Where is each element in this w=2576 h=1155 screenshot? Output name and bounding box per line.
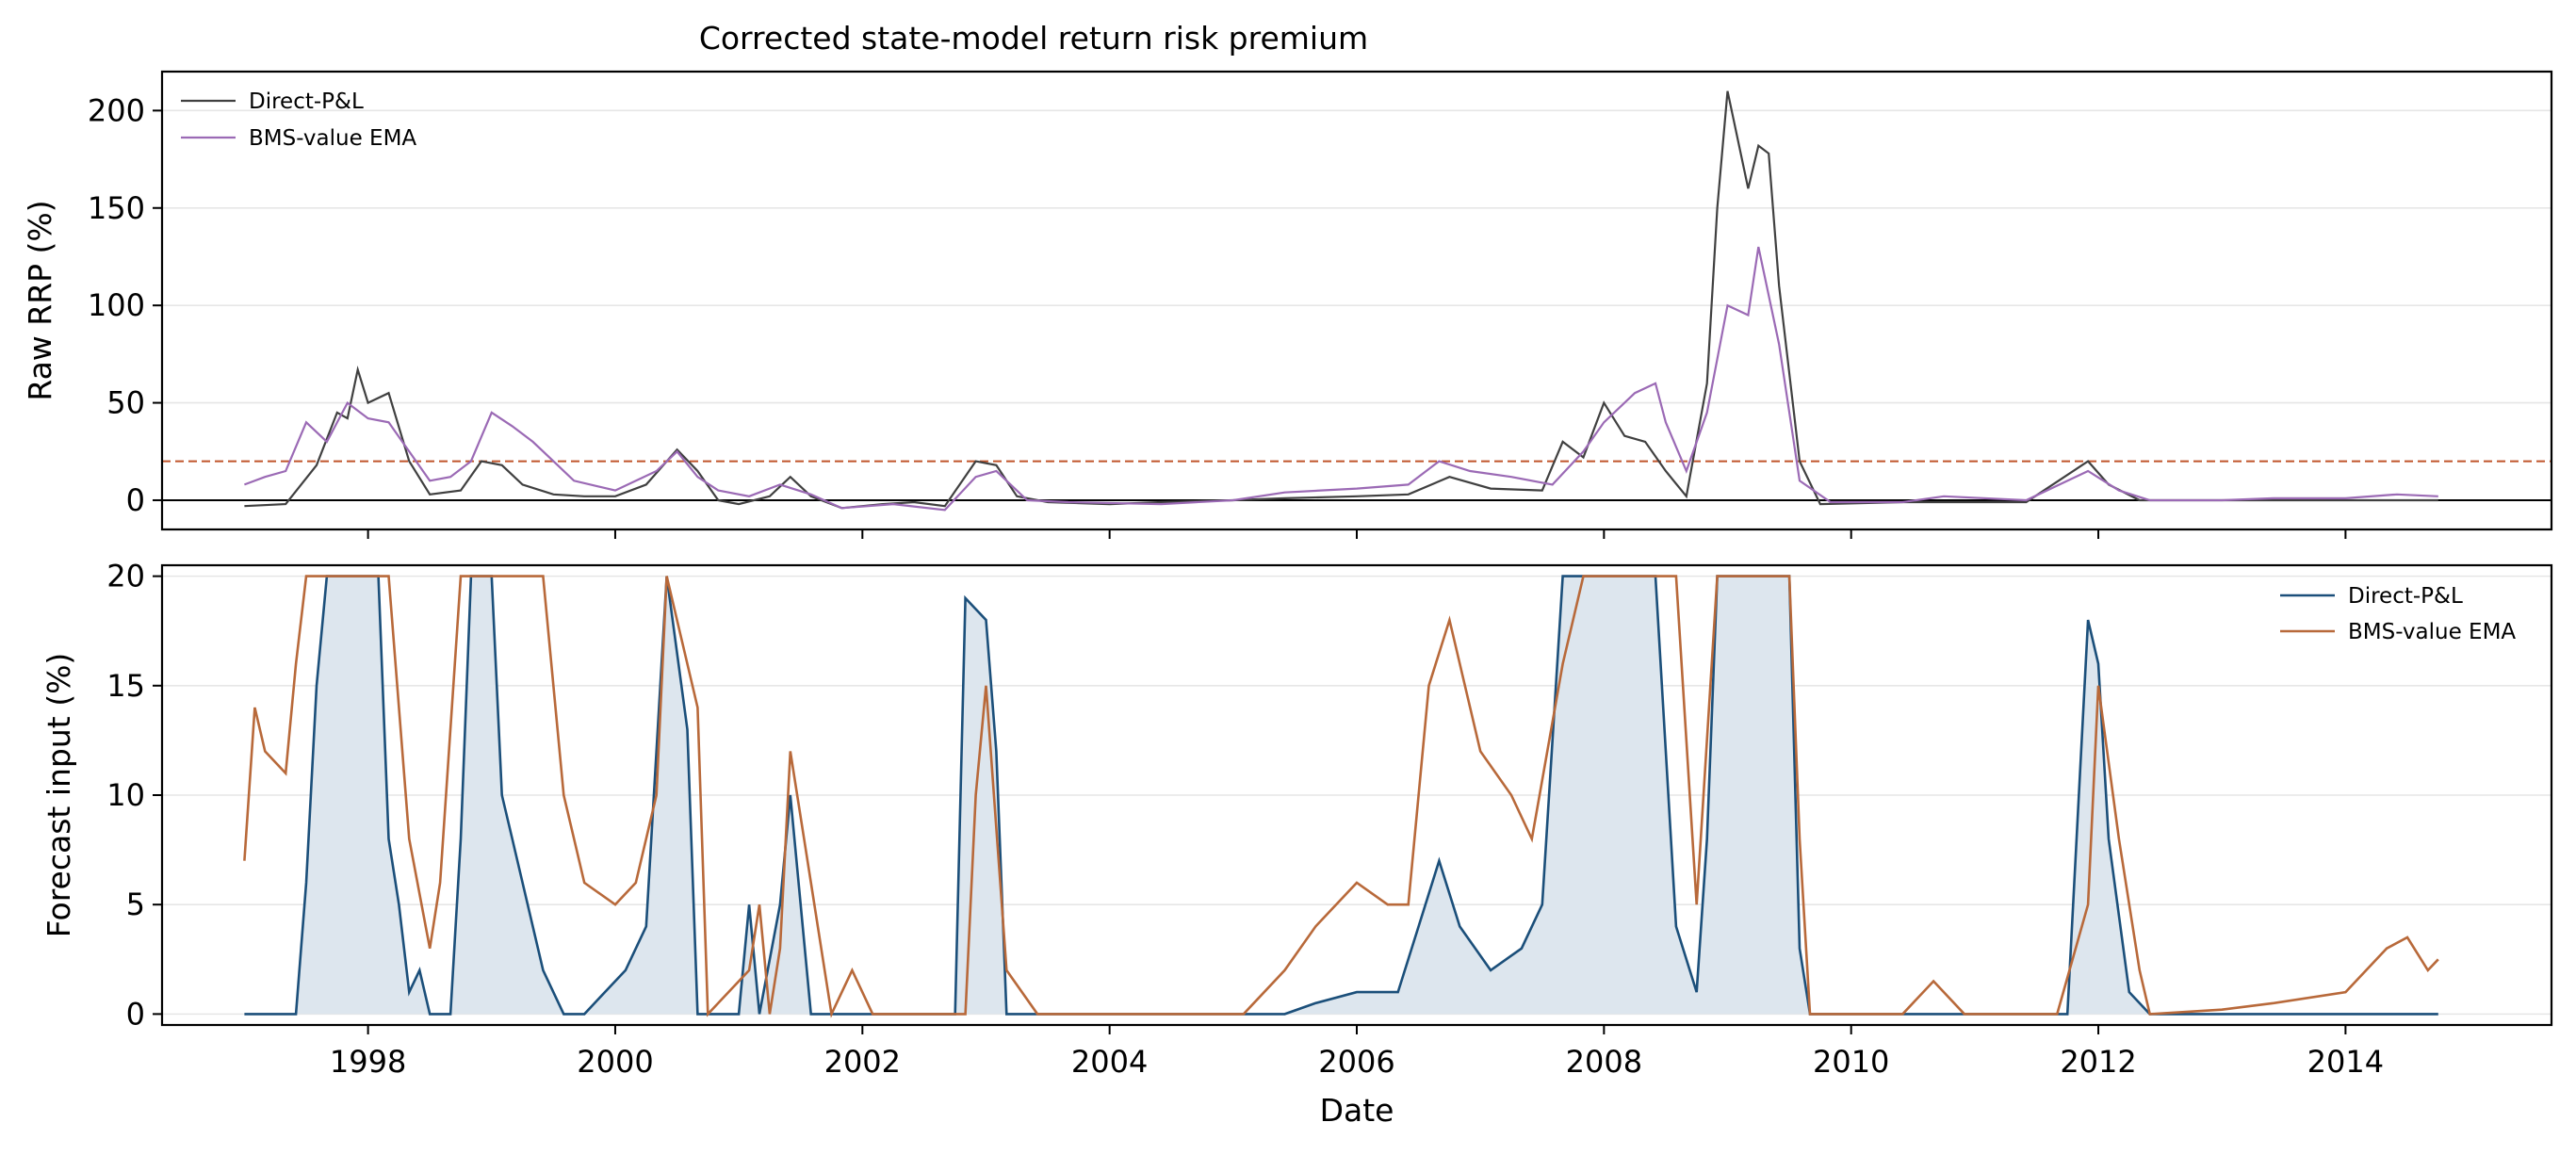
bottom-y-axis-label: Forecast input (%) [41,653,77,938]
chart-title: Corrected state-model return risk premiu… [699,20,1368,57]
top-series-direct-pl [244,90,2438,510]
x-tick-label-2006: 2006 [1318,1044,1394,1080]
bottom-x-ticks: 1998 2000 2002 2004 2006 2008 2010 2012 2014 [330,1025,2384,1080]
top-y-tick-label-100: 100 [88,287,145,323]
top-series-bms-ema [244,246,2438,512]
x-axis-label: Date [1320,1092,1394,1129]
bottom-legend-label-bms-ema: BMS-value EMA [2348,620,2516,644]
top-legend-label-bms-ema: BMS-value EMA [249,126,416,151]
bot-y-tick-label-0: 0 [126,996,145,1032]
top-y-axis-label: Raw RRP (%) [22,200,58,400]
bottom-legend: Direct-P&L BMS-value EMA [2280,584,2516,644]
bottom-legend-label-direct-pl: Direct-P&L [2348,584,2463,609]
x-tick-label-2004: 2004 [1071,1044,1148,1080]
top-x-ticks [367,529,2347,539]
bottom-y-ticks: 0 5 10 15 20 [106,559,162,1032]
top-y-tick-label-0: 0 [126,482,145,518]
x-tick-label-2014: 2014 [2307,1044,2384,1080]
top-y-tick-label-150: 150 [88,190,145,226]
bottom-series-bms-ema [243,575,2439,1018]
x-tick-label-2000: 2000 [577,1044,653,1080]
x-tick-label-2008: 2008 [1566,1044,1642,1080]
bot-y-tick-label-20: 20 [106,559,145,594]
bottom-series-direct-pl [244,575,2438,1016]
bot-y-tick-label-5: 5 [126,887,145,922]
top-y-tick-label-200: 200 [88,92,145,128]
top-y-tick-label-50: 50 [106,385,145,421]
bottom-panel: 0 5 10 15 20 1998 2000 2002 2004 2006 2008 2010 201… [41,559,2553,1129]
x-tick-label-2010: 2010 [1813,1044,1889,1080]
bottom-shaded-area [244,576,2438,1015]
x-tick-label-1998: 1998 [330,1044,406,1080]
bot-y-tick-label-10: 10 [106,777,145,813]
top-panel: 0 50 100 150 200 Raw RRP (%) Direct-P&L BMS-… [22,70,2553,539]
top-gridlines [162,109,2552,501]
x-tick-label-2002: 2002 [824,1044,901,1080]
x-tick-label-2012: 2012 [2060,1044,2136,1080]
top-legend-label-direct-pl: Direct-P&L [249,89,364,114]
top-y-ticks: 0 50 100 150 200 [88,92,162,518]
top-legend: Direct-P&L BMS-value EMA [181,89,416,151]
bot-y-tick-label-15: 15 [106,668,145,704]
